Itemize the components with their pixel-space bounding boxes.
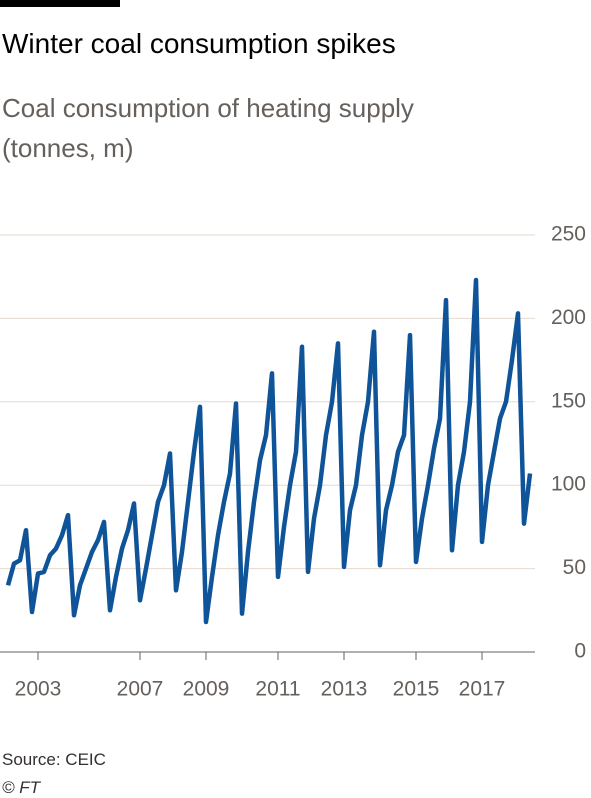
chart-subtitle: Coal consumption of heating supply (tonn… xyxy=(2,93,414,163)
y-tick-label: 150 xyxy=(551,389,586,412)
x-tick-label: 2007 xyxy=(117,678,164,701)
y-tick-label: 250 xyxy=(551,223,586,246)
y-tick-label: 50 xyxy=(563,556,586,579)
x-tick-label: 2017 xyxy=(459,678,506,701)
data-line xyxy=(5,277,533,625)
y-tick-label: 100 xyxy=(551,473,586,496)
source: Source: CEIC xyxy=(2,750,106,769)
x-tick-label: 2009 xyxy=(183,678,230,701)
y-tick-label: 0 xyxy=(574,640,586,663)
x-tick-label: 2003 xyxy=(15,678,62,701)
x-tick-label: 2015 xyxy=(393,678,440,701)
credit: © FT xyxy=(2,778,41,797)
x-tick-label: 2013 xyxy=(321,678,368,701)
header-bar xyxy=(0,0,120,7)
x-tick-label: 2011 xyxy=(255,678,300,701)
chart-title: Winter coal consumption spikes xyxy=(2,28,396,59)
y-tick-label: 200 xyxy=(551,306,586,329)
chart: 0 50 100 150 200 250 2003 2007 2009 2011 2013 2015 2… xyxy=(0,223,586,701)
